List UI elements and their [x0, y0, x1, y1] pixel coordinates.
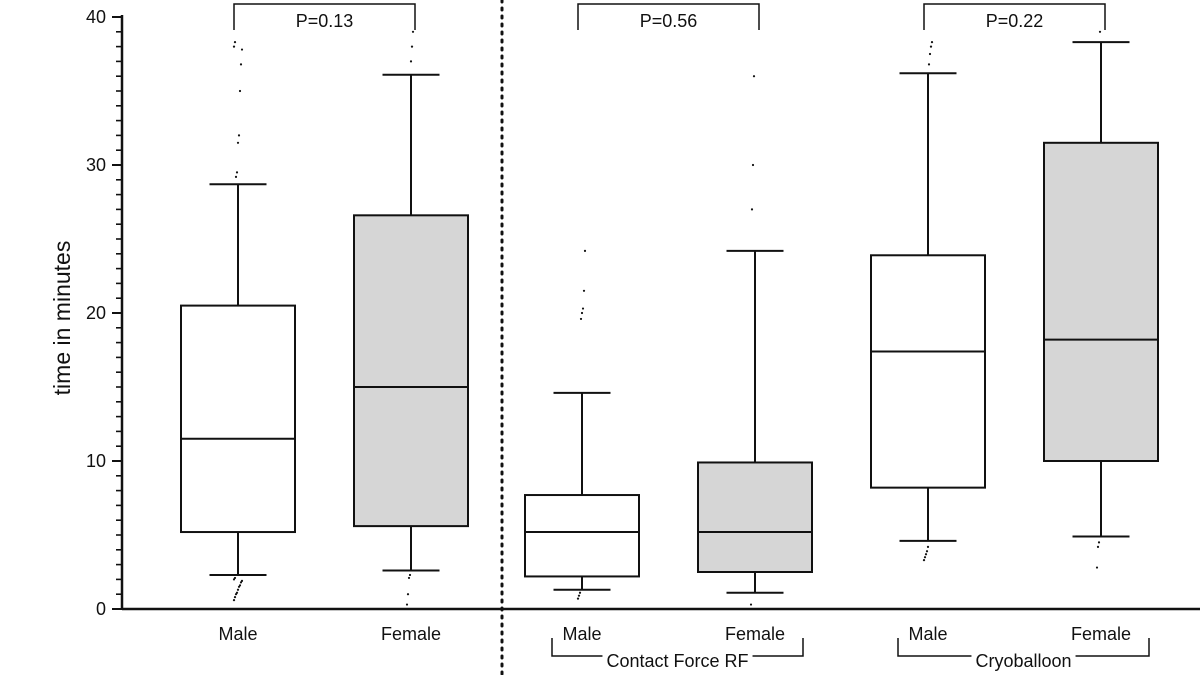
box-iqr — [870, 254, 986, 489]
outlier-point — [410, 45, 414, 48]
outlier-point — [405, 603, 409, 606]
outlier-point — [578, 591, 582, 594]
outlier-point — [233, 576, 237, 580]
outlier-point — [580, 311, 584, 315]
y-tick-label: 20 — [86, 303, 106, 323]
outlier-point — [752, 75, 756, 78]
p-value-label: P=0.56 — [640, 11, 698, 31]
outlier-point — [927, 63, 931, 66]
outlier-point — [236, 588, 240, 591]
outlier-point — [235, 171, 239, 174]
outlier-point — [576, 597, 580, 600]
box-iqr — [180, 304, 296, 534]
significance-bracket — [923, 3, 1106, 30]
outlier-point — [235, 591, 239, 594]
outlier-point — [240, 579, 244, 582]
outlier-point — [582, 289, 586, 292]
outlier-point — [923, 556, 927, 559]
group-label: Contact Force RF — [606, 651, 748, 671]
y-tick-label: 10 — [86, 451, 106, 471]
outlier-point — [1095, 566, 1099, 569]
x-category-label: Female — [381, 624, 441, 644]
x-category-label: Female — [1071, 624, 1131, 644]
outlier-point — [408, 573, 412, 577]
p-value-label: P=0.13 — [296, 11, 354, 31]
group-label: Cryoballoon — [975, 651, 1071, 671]
outlier-point — [751, 163, 755, 167]
outlier-point — [407, 576, 411, 580]
outlier-point — [925, 550, 929, 553]
outlier-point — [409, 60, 413, 63]
outlier-point — [930, 41, 934, 44]
outlier-point — [238, 584, 242, 587]
outlier-point — [581, 307, 585, 310]
outlier-point — [928, 52, 932, 56]
outlier-point — [237, 134, 241, 137]
outlier-point — [579, 317, 583, 321]
outlier-point — [233, 596, 237, 599]
x-category-label: Male — [218, 624, 257, 644]
outlier-point — [232, 45, 236, 48]
outlier-point — [240, 48, 244, 51]
outlier-point — [1098, 30, 1102, 33]
p-value-label: P=0.22 — [986, 11, 1044, 31]
box-iqr — [1043, 141, 1159, 463]
y-tick-label: 30 — [86, 155, 106, 175]
outlier-point — [233, 41, 237, 44]
y-axis-label: time in minutes — [49, 241, 75, 396]
x-category-label: Male — [908, 624, 947, 644]
box-iqr — [524, 494, 640, 578]
group-label-background — [971, 653, 1076, 659]
outlier-point — [232, 599, 236, 602]
outlier-point — [411, 30, 415, 33]
outlier-point — [234, 175, 238, 178]
outlier-point — [750, 208, 754, 211]
outlier-point — [929, 45, 933, 48]
outlier-point — [922, 559, 926, 562]
outlier-point — [577, 594, 581, 597]
x-category-label: Female — [725, 624, 785, 644]
outlier-point — [238, 89, 242, 93]
outlier-point — [1096, 545, 1100, 548]
outlier-point — [583, 249, 587, 252]
outlier-point — [749, 603, 753, 606]
box-iqr — [353, 214, 469, 528]
outlier-point — [239, 63, 243, 66]
significance-bracket — [233, 3, 416, 30]
x-category-label: Male — [562, 624, 601, 644]
y-tick-label: 0 — [96, 599, 106, 619]
group-label-background — [602, 653, 753, 659]
outlier-point — [236, 141, 240, 144]
outlier-point — [1097, 541, 1101, 544]
outlier-point — [924, 553, 928, 556]
outlier-point — [406, 593, 410, 596]
box-iqr — [697, 461, 813, 574]
y-tick-label: 40 — [86, 7, 106, 27]
outlier-point — [926, 545, 930, 548]
significance-bracket — [577, 3, 760, 30]
